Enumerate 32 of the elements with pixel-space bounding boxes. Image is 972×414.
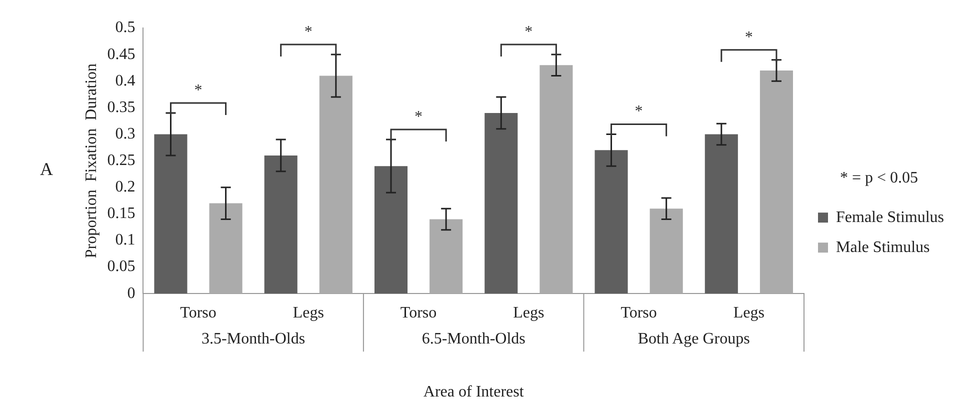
y-axis-title: Proportion Fixation Duration [82,63,100,258]
y-tick-label: 0.25 [107,152,136,170]
y-tick-label: 0.1 [115,232,136,249]
y-tick-label: 0.15 [107,205,136,222]
annotation: * [524,24,533,41]
y-tick-label: 0.2 [115,178,136,196]
y-tick-label: 0.5 [115,19,136,36]
legend-label: Male Stimulus [836,238,930,256]
y-tick-label: 0.3 [115,125,136,142]
annotation: * [414,108,423,126]
text: 3.5-Month-Olds [202,330,306,348]
annotation: * [634,103,643,120]
y-tick-label: 0.45 [107,46,136,63]
x-tick-label: Torso [400,304,437,322]
text: A [40,158,53,179]
y-tick-label: 0.35 [107,98,136,116]
x-tick-label: Torso [180,304,216,322]
annotation: * [304,24,312,41]
x-axis-title: Area of Interest [423,384,524,401]
annotation: * [744,28,753,46]
legend-label: Female Stimulus [836,208,944,226]
y-tick-label: 0.05 [107,258,136,276]
y-tick-label: 0 [127,284,136,302]
x-tick-label: Torso [620,304,657,322]
x-tick-label: Legs [292,304,324,322]
text: 6.5-Month-Olds [422,330,526,348]
text: Both Age Groups [638,330,750,348]
x-tick-label: Legs [733,304,764,322]
x-tick-label: Legs [513,304,544,322]
y-tick-label: 0.4 [115,72,136,90]
annotation: * [194,82,202,99]
legend-title: * = p < 0.05 [840,170,918,187]
